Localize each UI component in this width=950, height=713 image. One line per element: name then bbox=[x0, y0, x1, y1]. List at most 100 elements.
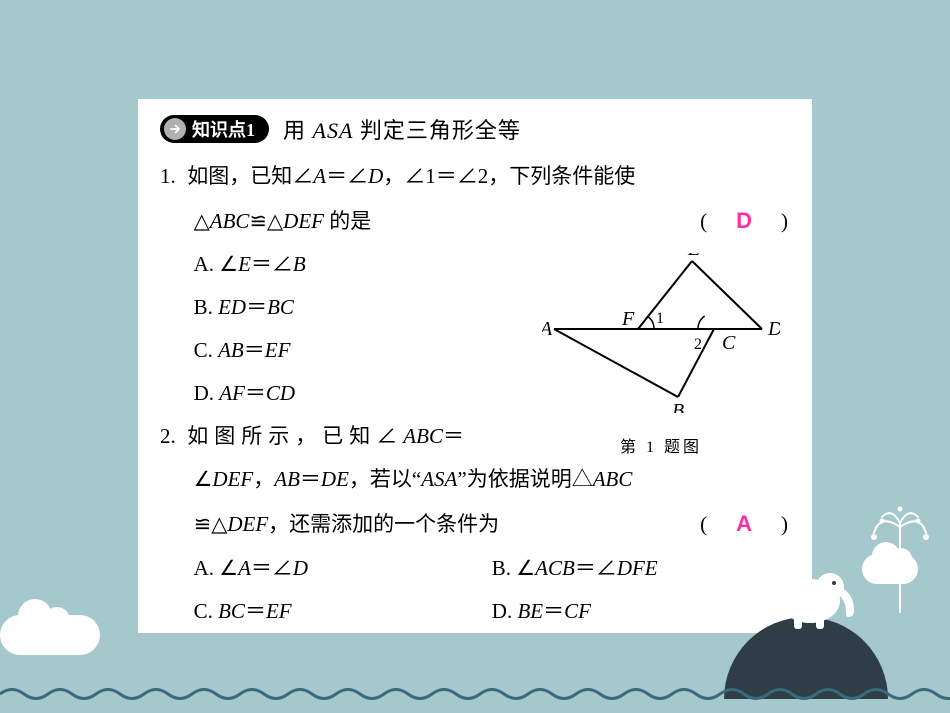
svg-text:F: F bbox=[621, 308, 635, 330]
option-text: ＝ bbox=[245, 381, 266, 405]
stem-text: ”为依据说明△ bbox=[457, 467, 592, 491]
cloud-icon bbox=[0, 615, 100, 655]
question-number: 2. bbox=[160, 415, 187, 458]
option-text: C. bbox=[194, 338, 219, 362]
option-text: B. ∠ bbox=[492, 556, 535, 580]
option-text: BC bbox=[218, 599, 245, 623]
paren-open: ( bbox=[700, 209, 732, 233]
stem-text: ABC bbox=[403, 424, 443, 448]
q2-options: A. ∠A＝∠D B. ∠ACB＝∠DFE C. BC＝EF D. BE＝CF bbox=[160, 547, 790, 633]
answer-value: D bbox=[732, 208, 758, 233]
option-text: ＝∠ bbox=[251, 252, 293, 276]
option-text: E bbox=[238, 252, 251, 276]
option-text: ＝ bbox=[543, 599, 564, 623]
option-text: CD bbox=[266, 381, 295, 405]
stem-text: 如图所示，已知∠ bbox=[187, 424, 403, 448]
stem-text: ABC bbox=[210, 209, 250, 233]
option-text: AF bbox=[219, 381, 245, 405]
stem-text: ，若以“ bbox=[349, 467, 421, 491]
stem-text: △ bbox=[194, 209, 210, 233]
stem-text: DE bbox=[321, 467, 349, 491]
svg-text:1: 1 bbox=[656, 310, 664, 327]
option-text: B. bbox=[194, 295, 219, 319]
knowledge-point-header: 知识点1 用 ASA 判定三角形全等 bbox=[160, 113, 790, 145]
stem-text: ， bbox=[253, 467, 274, 491]
svg-text:D: D bbox=[767, 318, 780, 340]
fountain-icon bbox=[870, 503, 930, 613]
option-text: D bbox=[293, 556, 308, 580]
stem-text: 如图，已知∠ bbox=[187, 164, 313, 188]
option-text: D. bbox=[194, 381, 220, 405]
elephant-icon bbox=[760, 557, 856, 629]
q2-line1: 2.如图所示，已知∠ABC＝ bbox=[160, 415, 790, 458]
option-text: BE bbox=[517, 599, 543, 623]
title-text: 用 bbox=[283, 118, 313, 143]
option-text: C. bbox=[194, 599, 219, 623]
option-text: ＝∠ bbox=[575, 556, 617, 580]
stem-text: ＝ bbox=[300, 467, 321, 491]
paren-open: ( bbox=[700, 512, 732, 536]
arrow-right-icon bbox=[164, 118, 186, 140]
stem-text: ASA bbox=[421, 467, 457, 491]
option-text: A. ∠ bbox=[194, 252, 239, 276]
question-number: 1. bbox=[160, 155, 187, 198]
option-text: EF bbox=[265, 338, 291, 362]
option-text: EF bbox=[266, 599, 292, 623]
option-text: DFE bbox=[617, 556, 658, 580]
stem-text: A bbox=[313, 164, 326, 188]
option-text: ＝ bbox=[244, 338, 265, 362]
svg-text:C: C bbox=[722, 332, 736, 354]
stem-text: ≌△ bbox=[249, 209, 283, 233]
answer-value: A bbox=[732, 511, 758, 536]
wave-line bbox=[0, 693, 950, 697]
question-2: 2.如图所示，已知∠ABC＝ ∠DEF，AB＝DE，若以“ASA”为依据说明△A… bbox=[160, 415, 790, 632]
stem-text: DEF bbox=[283, 209, 324, 233]
triangle-diagram: A D E B F C 1 2 bbox=[542, 253, 780, 413]
option-text: ACB bbox=[535, 556, 575, 580]
stem-text: ≌△ bbox=[194, 512, 228, 536]
answer-paren: ( D ) bbox=[700, 198, 790, 243]
option-text: A bbox=[238, 556, 251, 580]
answer-paren: ( A ) bbox=[700, 501, 790, 546]
option-d: D. BE＝CF bbox=[492, 590, 790, 633]
svg-text:B: B bbox=[672, 400, 684, 413]
option-text: ＝ bbox=[245, 599, 266, 623]
option-text: CF bbox=[564, 599, 591, 623]
svg-text:A: A bbox=[542, 318, 553, 340]
svg-text:2: 2 bbox=[694, 336, 702, 353]
option-text: AB bbox=[218, 338, 244, 362]
option-b: B. ∠ACB＝∠DFE bbox=[492, 547, 790, 590]
stem-text: D bbox=[368, 164, 383, 188]
option-a: A. ∠A＝∠D bbox=[194, 547, 492, 590]
stem-text: ≌△DEF，还需添加的一个条件为 bbox=[194, 503, 500, 546]
q1-line1: 1.如图，已知∠A＝∠D，∠1＝∠2，下列条件能使 bbox=[160, 155, 790, 198]
option-text: BC bbox=[267, 295, 294, 319]
section-title: 用 ASA 判定三角形全等 bbox=[283, 113, 521, 145]
option-text: D. bbox=[492, 599, 518, 623]
option-text: B bbox=[293, 252, 306, 276]
q2-line3: ≌△DEF，还需添加的一个条件为 ( A ) bbox=[160, 501, 790, 546]
knowledge-point-badge: 知识点1 bbox=[160, 115, 269, 143]
option-text: A. ∠ bbox=[194, 556, 239, 580]
stem-text: DEF bbox=[227, 512, 268, 536]
question-1: 1.如图，已知∠A＝∠D，∠1＝∠2，下列条件能使 △ABC≌△DEF 的是 (… bbox=[160, 155, 790, 415]
q1-line2: △ABC≌△DEF 的是 ( D ) bbox=[160, 198, 790, 243]
stem-text: ABC bbox=[593, 467, 633, 491]
stem-text: DEF bbox=[212, 467, 253, 491]
option-text: ＝ bbox=[246, 295, 267, 319]
option-text: ED bbox=[218, 295, 246, 319]
stem-text: △ABC≌△DEF 的是 bbox=[194, 200, 372, 243]
stem-text: ，还需添加的一个条件为 bbox=[268, 512, 499, 536]
stem-text: AB bbox=[274, 467, 300, 491]
option-c: C. BC＝EF bbox=[194, 590, 492, 633]
stem-text: 的是 bbox=[324, 209, 371, 233]
title-text: 判定三角形全等 bbox=[353, 118, 521, 143]
svg-text:E: E bbox=[687, 253, 700, 260]
paren-close: ) bbox=[758, 209, 790, 233]
badge-label: 知识点1 bbox=[192, 116, 255, 142]
stem-text: ，∠1＝∠2，下列条件能使 bbox=[383, 164, 635, 188]
q2-line2: ∠DEF，AB＝DE，若以“ASA”为依据说明△ABC bbox=[160, 458, 790, 501]
stem-text: ＝∠ bbox=[326, 164, 368, 188]
paren-close: ) bbox=[758, 512, 790, 536]
content-card: 知识点1 用 ASA 判定三角形全等 1.如图，已知∠A＝∠D，∠1＝∠2，下列… bbox=[138, 99, 812, 633]
